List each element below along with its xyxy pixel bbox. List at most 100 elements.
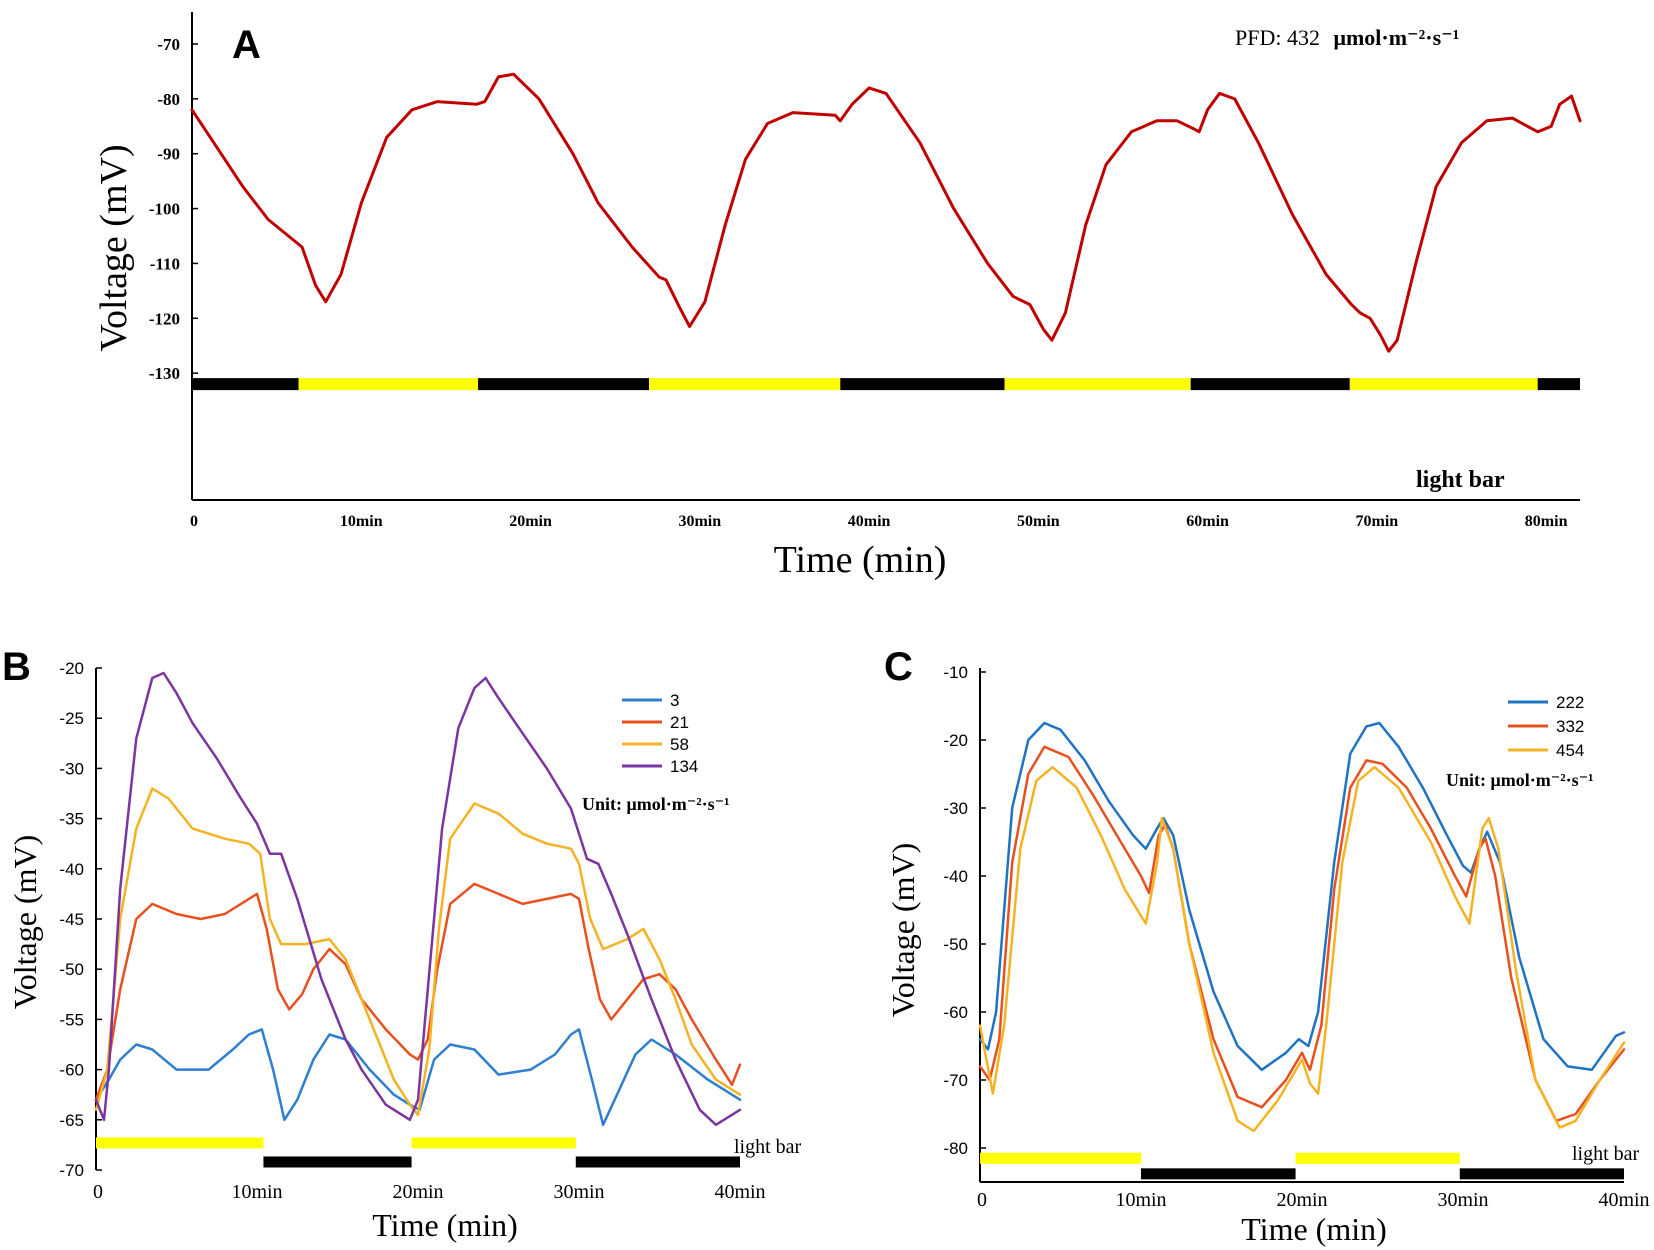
panel-b-y-tick-label: -55 (59, 1010, 84, 1029)
panel-b-series-line-58 (94, 787, 742, 1117)
panel-a-light-bar-segment-dark (1537, 378, 1580, 391)
panel-c-x-tick-label: 10min (1115, 1189, 1166, 1211)
panel-a-label: A (232, 23, 261, 67)
panel-b-y-ticks: -20 -25 -30 -35 -40 -45 -50 -55 -60 -65 -70 (59, 659, 102, 1180)
panel-c-y-tick-label: -20 (943, 731, 968, 750)
panel-c-x-label: Time (min) (1241, 1211, 1387, 1247)
panel-a-y-label: Voltage (mV) (93, 144, 135, 351)
panel-c-x-tick-label: 0 (977, 1189, 987, 1211)
panel-c-series-line-332 (978, 745, 1626, 1123)
panel-c-y-tick-label: -70 (943, 1071, 968, 1090)
panel-b-label: B (2, 645, 31, 689)
panel-b-light-bar-segment-light (96, 1137, 264, 1149)
panel-b-y-label: Voltage (mV) (7, 835, 43, 1009)
panel-a-x-tick-label: 0 (190, 513, 198, 530)
panel-b-x-ticks: 0 10min 20min 30min 40min (93, 1181, 766, 1203)
panel-a-y-tick-label: -120 (149, 309, 180, 328)
panel-c-light-bar-label: light bar (1572, 1143, 1640, 1165)
panel-c-light-bar-segment-dark (1141, 1168, 1296, 1180)
panel-b-light-bar-segment-dark (263, 1156, 412, 1168)
panel-b-light-bar-label: light bar (734, 1136, 802, 1158)
panel-c-legend-label-332: 332 (1556, 717, 1584, 736)
panel-c-series-line-222 (978, 721, 1626, 1072)
panel-b-series-line-21 (94, 882, 742, 1101)
panel-b-series-line-3 (94, 1028, 742, 1127)
panel-b-y-tick-label: -65 (59, 1111, 84, 1130)
panel-a-y-tick-label: -70 (157, 35, 180, 54)
panel-c-y-label: Voltage (mV) (885, 843, 921, 1017)
panel-a-y-ticks: -70 -80 -90 -100 -110 -120 -130 (149, 35, 198, 383)
panel-b-x-tick-label: 0 (93, 1181, 103, 1203)
panel-a-light-bar-segment-dark (840, 378, 1005, 391)
panel-c-unit-label: Unit: μmol·m⁻²·s⁻¹ (1446, 770, 1594, 790)
panel-c-y-ticks: -10 -20 -30 -40 -50 -60 -70 -80 (943, 663, 986, 1158)
panel-b-light-bar-segment-light (411, 1137, 576, 1149)
panel-a-light-bar-segment-light (1004, 378, 1191, 391)
panel-a-y-tick-label: -100 (149, 200, 180, 219)
panel-a-x-tick-label: 30min (678, 513, 721, 530)
panel-a-light-bar-segment-dark (1190, 378, 1350, 391)
panel-a-light-bar-segment-light (1349, 378, 1538, 391)
panel-b-light-bar-segment-dark (575, 1156, 740, 1168)
panel-a-x-tick-label: 10min (340, 513, 383, 530)
panel-c-y-tick-label: -10 (943, 663, 968, 682)
panel-c-label: C (884, 645, 913, 689)
panel-a-x-label: Time (min) (774, 539, 947, 581)
panel-a-x-tick-label: 50min (1017, 513, 1060, 530)
panel-b-y-tick-label: -35 (59, 810, 84, 829)
panel-a-y-tick-label: -110 (150, 254, 180, 273)
panel-a-x-tick-label: 60min (1186, 513, 1229, 530)
panel-a-x-tick-label: 40min (848, 513, 891, 530)
panel-a-x-ticks: 0 10min 20min 30min 40min 50min 60min 70min 80mi… (190, 513, 1568, 530)
panel-a-light-bar-label: light bar (1416, 467, 1505, 493)
panel-b-legend: 3 21 58 134 (622, 691, 698, 776)
panel-a-series (190, 72, 1582, 353)
panel-c-light-bar-segment-light (1295, 1152, 1460, 1164)
panel-a-y-tick-label: -130 (149, 364, 180, 383)
panel-c-y-tick-label: -40 (943, 867, 968, 886)
panel-c-series-line-454 (978, 765, 1626, 1133)
panel-b-series (94, 671, 742, 1127)
panel-a-y-tick-label: -80 (157, 90, 180, 109)
panel-a-light-bar-segment-light (649, 378, 841, 391)
panel-a-annotation: PFD: 432 μmol·m⁻²·s⁻¹ (1235, 25, 1459, 50)
panel-c-x-tick-label: 40min (1598, 1189, 1649, 1211)
panel-c-series (978, 721, 1626, 1133)
panel-b-unit-label: Unit: μmol·m⁻²·s⁻¹ (582, 794, 730, 814)
panel-a-series-line-432 (190, 72, 1582, 353)
panel-b-legend-label-21: 21 (670, 713, 689, 732)
panel-b-y-tick-label: -20 (59, 659, 84, 678)
panel-b-legend-label-3: 3 (670, 691, 679, 710)
panel-b-x-tick-label: 10min (231, 1181, 282, 1203)
panel-b-x-label: Time (min) (372, 1207, 518, 1243)
panel-c-legend-label-222: 222 (1556, 693, 1584, 712)
panel-b-legend-label-58: 58 (670, 735, 689, 754)
panel-a-pfd-unit: μmol·m⁻²·s⁻¹ (1333, 25, 1459, 50)
panel-a-pfd-text: PFD: 432 (1235, 25, 1320, 50)
panel-a-x-tick-label: 70min (1356, 513, 1399, 530)
panel-c-light-bar-segment-dark (1459, 1168, 1624, 1180)
panel-b-y-tick-label: -30 (59, 759, 84, 778)
panel-a-x-tick-label: 20min (509, 513, 552, 530)
panel-b-y-tick-label: -25 (59, 709, 84, 728)
panel-b-x-tick-label: 40min (714, 1181, 765, 1203)
panel-a-light-bar-segment-dark (192, 378, 299, 391)
panel-c-x-tick-label: 30min (1437, 1189, 1488, 1211)
panel-a-x-tick-label: 80min (1525, 513, 1568, 530)
panel-c: C -10 -20 -30 -40 -50 -60 -70 -80 0 10min 20min 30… (884, 645, 1650, 1247)
panel-a: A PFD: 432 μmol·m⁻²·s⁻¹ -70 -80 -90 -100 -11… (93, 12, 1582, 581)
panel-c-x-ticks: 0 10min 20min 30min 40min (977, 1189, 1650, 1211)
panel-b-legend-label-134: 134 (670, 757, 698, 776)
panel-a-y-tick-label: -90 (157, 145, 180, 164)
panel-c-y-tick-label: -30 (943, 799, 968, 818)
panel-a-light-bar-segment-dark (478, 378, 650, 391)
panel-c-x-tick-label: 20min (1276, 1189, 1327, 1211)
panel-b-x-tick-label: 30min (553, 1181, 604, 1203)
panel-b-x-tick-label: 20min (392, 1181, 443, 1203)
panel-b-y-tick-label: -40 (59, 860, 84, 879)
panel-a-light-bar-segment-light (298, 378, 479, 391)
panel-c-y-tick-label: -60 (943, 1003, 968, 1022)
panel-b-y-tick-label: -45 (59, 910, 84, 929)
panel-a-light-bar (192, 378, 1580, 391)
